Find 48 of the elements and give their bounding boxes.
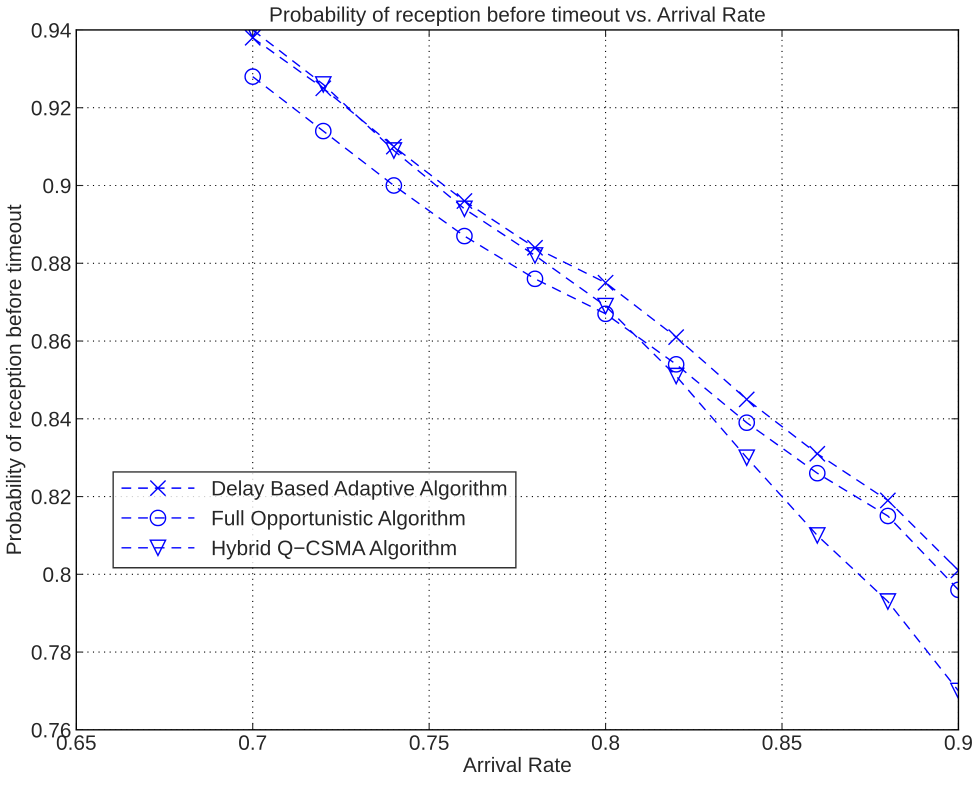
y-axis-title: Probability of reception before timeout <box>6 204 26 554</box>
point <box>314 76 332 93</box>
legend-label: Delay Based Adaptive Algorithm <box>212 480 506 500</box>
point <box>244 30 262 46</box>
point <box>808 445 826 462</box>
point <box>456 200 473 218</box>
x-tick-label: 0.9 <box>944 735 972 750</box>
point <box>314 122 332 140</box>
point <box>526 247 544 264</box>
y-tick-label: 0.94 <box>32 22 71 38</box>
point <box>456 192 473 210</box>
point <box>808 527 826 544</box>
y-tick-label: 0.92 <box>32 100 70 116</box>
point <box>668 328 684 346</box>
legend-label: Hybrid Q−CSMA Algorithm <box>212 540 456 560</box>
y-tick-label: 0.88 <box>32 256 71 272</box>
y-tick-label: 0.8 <box>43 567 71 582</box>
point <box>738 449 756 466</box>
legend-label: Full Opportunistic Algorithm <box>212 510 464 530</box>
x-tick-label: 0.85 <box>762 735 802 750</box>
point <box>668 356 684 373</box>
point <box>880 492 896 509</box>
y-tick-label: 0.84 <box>32 412 71 427</box>
y-tick-label: 0.82 <box>32 490 70 504</box>
point <box>526 239 544 256</box>
x-tick-label: 0.8 <box>592 735 620 750</box>
point <box>526 270 544 288</box>
point <box>668 368 684 384</box>
point <box>880 508 896 524</box>
point <box>738 414 756 432</box>
x-axis-title: Arrival Rate <box>462 756 571 772</box>
x-tick-label: 0.7 <box>239 735 266 750</box>
point <box>244 68 262 85</box>
point <box>386 142 402 159</box>
point <box>456 228 473 244</box>
y-tick-label: 0.9 <box>43 178 70 194</box>
x-tick-label: 0.75 <box>410 735 449 750</box>
point <box>386 138 402 155</box>
point <box>597 298 614 314</box>
point <box>597 274 614 292</box>
y-tick-label: 0.86 <box>32 334 71 349</box>
point <box>738 391 756 408</box>
y-tick-label: 0.78 <box>32 645 71 660</box>
point <box>808 464 826 482</box>
point <box>386 177 402 194</box>
chart-title: Probability of reception before timeout vs. Arrival Rate <box>270 6 765 26</box>
point <box>597 305 614 322</box>
point <box>880 593 896 610</box>
